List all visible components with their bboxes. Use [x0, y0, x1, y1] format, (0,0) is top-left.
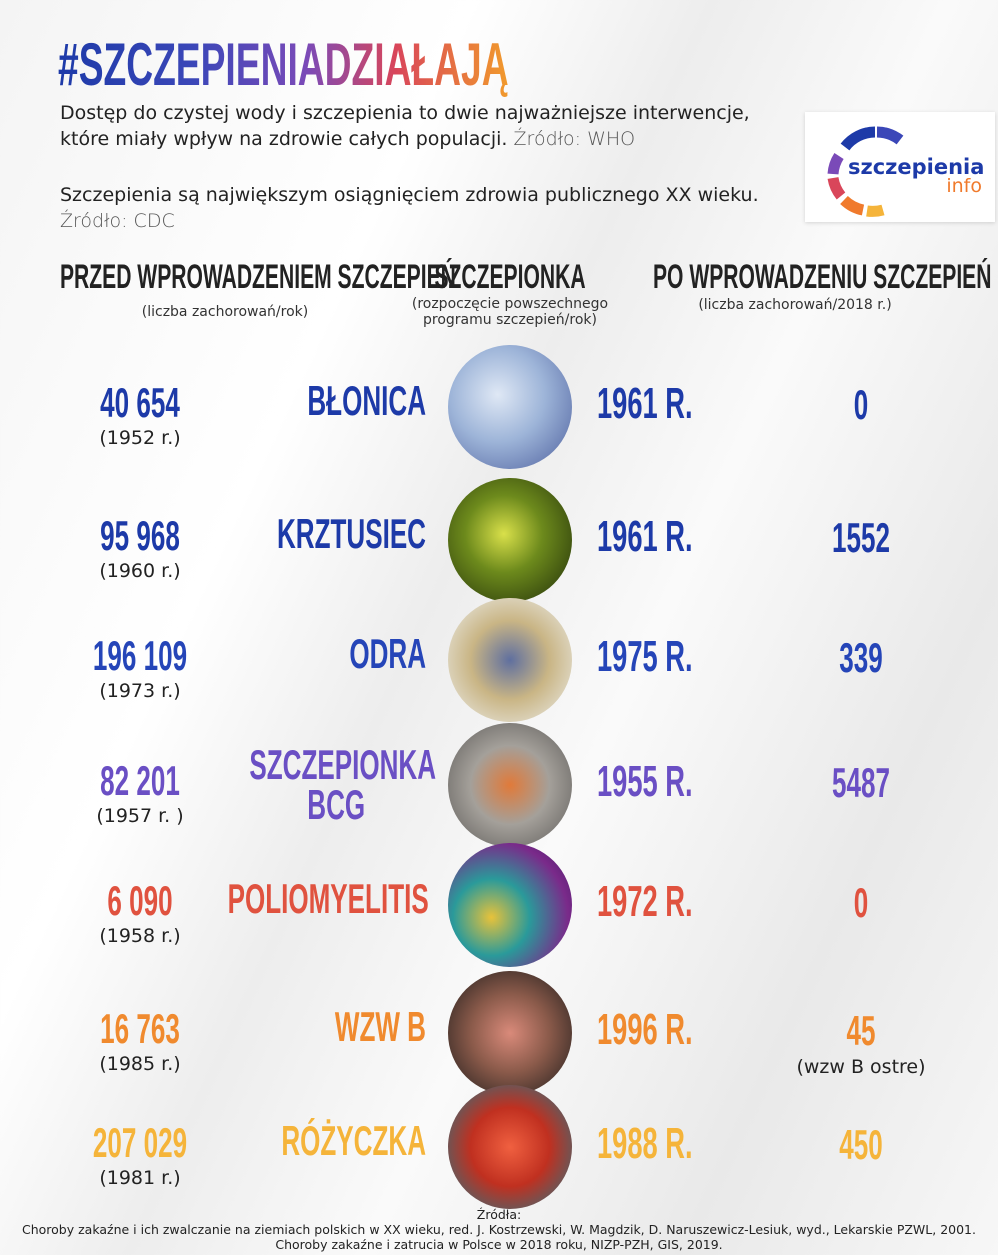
- before-count: 6 090: [47, 877, 233, 925]
- vaccine-image: [448, 478, 572, 602]
- before-year: (1960 r.): [40, 560, 240, 582]
- after-count: 5487: [768, 759, 954, 807]
- vaccine-year: 1972 R.: [597, 877, 693, 927]
- vaccine-image: [448, 1085, 572, 1209]
- vaccine-image: [448, 723, 572, 847]
- disease: SZCZEPIONKA BCG: [249, 745, 423, 825]
- column-title: PO WPROWADZENIU SZCZEPIEŃ: [653, 258, 991, 297]
- logo-sub: info: [946, 175, 982, 197]
- vaccine-year: 1996 R.: [597, 1005, 693, 1055]
- before-year: (1952 r.): [40, 427, 240, 449]
- vaccine-image: [448, 345, 572, 469]
- vaccine-year: 1975 R.: [597, 632, 693, 682]
- after-note: (wzw B ostre): [711, 1056, 998, 1078]
- column-subtitle: (rozpoczęcie powszechnego programu szcze…: [405, 296, 615, 328]
- intro-text: Szczepienia są największym osiągnięciem …: [60, 184, 759, 206]
- disease: WZW B: [228, 1007, 426, 1047]
- disease: ODRA: [228, 634, 426, 674]
- intro: Szczepienia są największym osiągnięciem …: [60, 182, 780, 234]
- intro-source: Źródło: WHO: [514, 128, 636, 150]
- column-subtitle: (liczba zachorowań/rok): [100, 304, 350, 320]
- before-count: 82 201: [47, 757, 233, 805]
- before-year: (1958 r.): [40, 925, 240, 947]
- footer-source: Choroby zakaźne i zatrucia w Polsce w 20…: [0, 1237, 998, 1252]
- infographic: #SZCZEPIENIADZIAŁAJĄ Dostęp do czystej w…: [0, 0, 998, 1255]
- before-year: (1981 r.): [40, 1167, 240, 1189]
- disease: KRZTUSIEC: [228, 514, 426, 554]
- after-count: 1552: [768, 514, 954, 562]
- after-count: 0: [768, 381, 954, 429]
- before-count: 16 763: [47, 1005, 233, 1053]
- logo-mark: szczepienia info: [805, 112, 995, 222]
- after-count: 45: [768, 1007, 954, 1055]
- after-count: 0: [768, 879, 954, 927]
- disease: POLIOMYELITIS: [228, 879, 426, 919]
- vaccine-image: [448, 843, 572, 967]
- disease: BŁONICA: [228, 381, 426, 421]
- before-year: (1985 r.): [40, 1053, 240, 1075]
- vaccine-year: 1955 R.: [597, 757, 693, 807]
- footer: Źródła: Choroby zakaźne i ich zwalczanie…: [0, 1207, 998, 1252]
- before-count: 207 029: [47, 1119, 233, 1167]
- after-count: 339: [768, 634, 954, 682]
- vaccine-image: [448, 971, 572, 1095]
- before-year: (1957 r. ): [40, 805, 240, 827]
- intro: Dostęp do czystej wody i szczepienia to …: [60, 100, 780, 152]
- intro-source: Źródło: CDC: [60, 210, 175, 232]
- vaccine-year: 1988 R.: [597, 1119, 693, 1169]
- before-count: 40 654: [47, 379, 233, 427]
- title: #SZCZEPIENIADZIAŁAJĄ: [58, 30, 509, 99]
- before-count: 95 968: [47, 512, 233, 560]
- intro-text: Dostęp do czystej wody i szczepienia to …: [60, 102, 750, 150]
- footer-label: Źródła:: [0, 1207, 998, 1222]
- after-count: 450: [768, 1121, 954, 1169]
- vaccine-year: 1961 R.: [597, 512, 693, 562]
- column-subtitle: (liczba zachorowań/2018 r.): [670, 297, 920, 313]
- vaccine-year: 1961 R.: [597, 379, 693, 429]
- vaccine-image: [448, 598, 572, 722]
- column-title: PRZED WPROWADZENIEM SZCZEPIEŃ: [60, 258, 456, 297]
- before-count: 196 109: [47, 632, 233, 680]
- before-year: (1973 r.): [40, 680, 240, 702]
- footer-source: Choroby zakaźne i ich zwalczanie na ziem…: [0, 1222, 998, 1237]
- disease: RÓŻYCZKA: [228, 1121, 426, 1161]
- column-title: SZCZEPIONKA: [417, 258, 603, 297]
- logo: szczepienia info: [805, 112, 995, 222]
